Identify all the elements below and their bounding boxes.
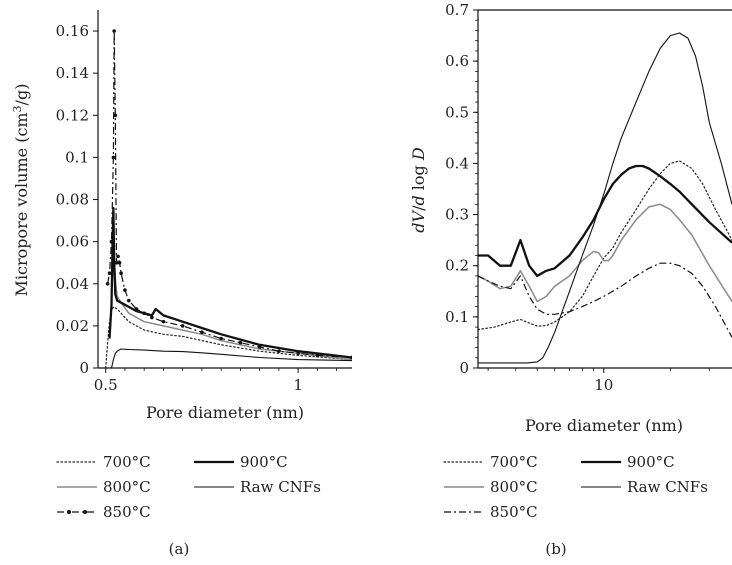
a-series-point-2-17 (200, 330, 204, 335)
a-series-point-2-16 (180, 324, 185, 328)
b-legend-label-2: 850°C (490, 503, 538, 521)
a-series-point-2-7 (116, 254, 120, 259)
panel-a-x-axis-label: Pore diameter (nm) (146, 403, 304, 422)
a-series-point-2-18 (219, 336, 223, 341)
panel-a-chart: 0 0.02 0.04 0.06 0.08 0.1 0.12 0.14 0.16 0.5 1 Por… (11, 10, 352, 558)
a-y-tick-label-1: 0.02 (56, 317, 89, 335)
b-series-line-0 (478, 160, 732, 331)
a-x-tick-label-0: 0.5 (94, 376, 118, 394)
b-series-line-3 (478, 164, 732, 278)
b-legend-label-1: 800°C (490, 478, 538, 496)
a-series-point-2-6 (114, 260, 119, 265)
b-legend-label-4: Raw CNFs (627, 478, 708, 496)
panel-a-y-axis-label: Micropore volume (cm3/g) (11, 84, 31, 297)
panel-b-label: (b) (545, 540, 566, 558)
b-y-tick-label-7: 0.7 (445, 1, 469, 19)
a-legend-label-1: 800°C (103, 478, 151, 496)
a-series-point-2-14 (150, 315, 154, 320)
b-y-tick-label-0: 0 (459, 359, 469, 377)
a-series-point-2-10 (123, 288, 127, 292)
a-legend-label-4: Raw CNFs (240, 478, 321, 496)
a-series-point-2-5 (113, 113, 118, 118)
panel-b-chart: 0 0.1 0.2 0.3 0.4 0.5 0.6 0.7 10 Pore diameter (… (409, 1, 732, 558)
a-y-tick-label-7: 0.14 (56, 64, 89, 82)
a-series-point-2-19 (238, 340, 243, 345)
a-y-tick-label-2: 0.04 (56, 275, 89, 293)
b-series-line-1 (478, 203, 732, 303)
a-series-line-3 (108, 206, 352, 359)
a-y-tick-label-5: 0.1 (65, 148, 89, 166)
a-y-tick-label-0: 0 (79, 359, 89, 377)
a-series-line-2 (107, 30, 352, 359)
a-legend-label-2: 850°C (103, 503, 151, 521)
a-series-point-2-4 (112, 29, 116, 33)
a-series-point-2-9 (119, 271, 123, 276)
b-y-tick-label-3: 0.3 (445, 206, 469, 224)
a-series-point-2-11 (126, 298, 131, 303)
a-y-tick-label-4: 0.08 (56, 191, 89, 209)
b-y-tick-label-2: 0.2 (445, 257, 469, 275)
a-legend-swatch-dot-0 (67, 510, 71, 514)
b-x-tick-label-0: 10 (594, 376, 613, 394)
panel-a-label: (a) (169, 540, 190, 558)
a-series-point-2-8 (117, 260, 122, 265)
a-x-tick-label-1: 1 (293, 376, 303, 394)
a-series-point-2-1 (107, 271, 112, 276)
b-series-line-4 (478, 32, 732, 364)
b-series-line-2 (478, 262, 732, 338)
a-y-tick-label-8: 0.16 (56, 22, 89, 40)
a-series-point-2-21 (277, 349, 281, 353)
panel-b-x-axis-label: Pore diameter (nm) (525, 416, 683, 435)
a-series-point-2-3 (111, 155, 116, 160)
a-legend-swatch-dot-1 (83, 510, 87, 514)
a-series-point-2-15 (161, 319, 166, 324)
a-legend-label-0: 700°C (103, 453, 151, 471)
a-series-line-4 (110, 348, 352, 368)
panel-b-y-axis-label: dV/d log D (409, 147, 428, 233)
a-legend-label-3: 900°C (240, 453, 288, 471)
b-y-tick-label-5: 0.5 (445, 103, 469, 121)
a-y-tick-label-6: 0.12 (56, 106, 89, 124)
b-legend-label-3: 900°C (627, 453, 675, 471)
b-y-tick-label-1: 0.1 (445, 308, 469, 326)
a-series-point-2-0 (105, 281, 110, 286)
a-series-line-1 (109, 245, 352, 361)
panel-a-legend: 700°C 900°C 800°C Raw CNFs 850°C (56, 453, 321, 521)
a-y-tick-label-3: 0.06 (56, 233, 89, 251)
panel-b-legend: 700°C 900°C 800°C Raw CNFs 850°C (443, 453, 708, 521)
b-y-tick-label-6: 0.6 (445, 52, 469, 70)
b-y-tick-label-4: 0.4 (445, 154, 469, 172)
b-legend-label-0: 700°C (490, 453, 538, 471)
